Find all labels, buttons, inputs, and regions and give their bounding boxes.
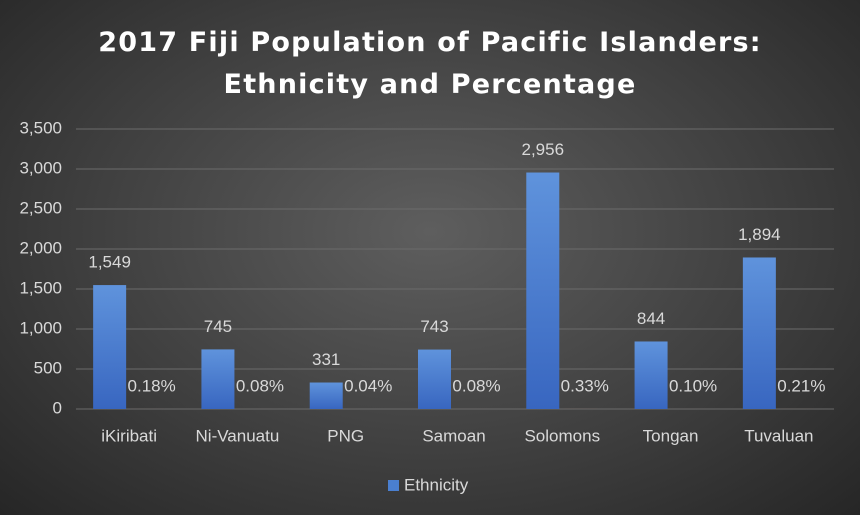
y-tick-label: 0: [53, 398, 62, 417]
y-tick-label: 2,500: [19, 198, 62, 217]
bar: [742, 257, 776, 409]
x-tick-label: Tongan: [643, 426, 699, 445]
x-tick-label: Samoan: [422, 426, 485, 445]
bar: [418, 349, 451, 409]
value-label: 1,549: [88, 253, 131, 272]
value-label: 2,956: [522, 140, 565, 159]
value-label: 331: [312, 350, 340, 369]
value-label: 0.33%: [561, 376, 609, 395]
y-tick-label: 3,500: [19, 118, 62, 137]
value-label: 844: [637, 309, 665, 328]
y-tick-label: 1,000: [19, 318, 62, 337]
value-label: 0.18%: [128, 376, 176, 395]
value-label: 743: [420, 317, 448, 336]
value-label: 1,894: [738, 225, 781, 244]
value-label: 0.08%: [452, 376, 500, 395]
y-tick-label: 2,000: [19, 238, 62, 257]
bar: [201, 349, 235, 409]
y-tick-label: 3,000: [19, 158, 62, 177]
x-tick-label: Ni-Vanuatu: [196, 426, 280, 445]
legend-label: Ethnicity: [404, 475, 469, 494]
legend-swatch: [388, 480, 399, 491]
chart-title: 2017 Fiji Population of Pacific Islander…: [98, 27, 762, 100]
bar: [634, 341, 668, 409]
y-tick-label: 500: [34, 358, 62, 377]
x-tick-label: PNG: [327, 426, 364, 445]
x-tick-label: iKiribati: [101, 426, 157, 445]
bar: [309, 382, 343, 409]
x-tick-label: Tuvaluan: [744, 426, 813, 445]
bar: [526, 172, 560, 409]
bar: [93, 285, 127, 409]
value-label: 0.21%: [777, 376, 825, 395]
value-label: 0.10%: [669, 376, 717, 395]
value-label: 0.04%: [344, 376, 392, 395]
value-label: 745: [204, 317, 232, 336]
y-tick-label: 1,500: [19, 278, 62, 297]
x-tick-label: Solomons: [524, 426, 600, 445]
value-label: 0.08%: [236, 376, 284, 395]
